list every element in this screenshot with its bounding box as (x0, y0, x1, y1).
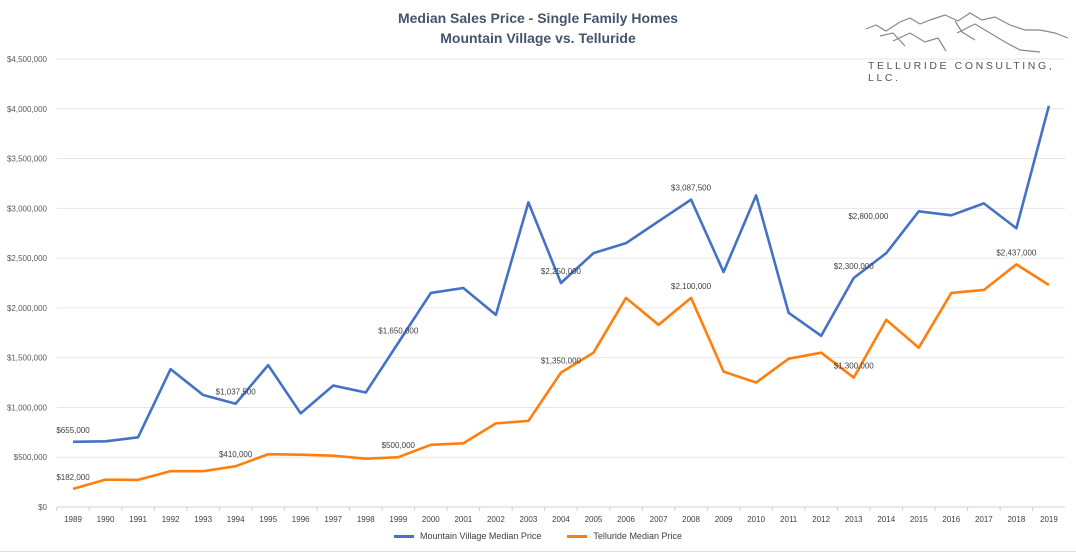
x-tick-label: 1990 (97, 515, 115, 524)
data-label: $1,350,000 (541, 357, 582, 366)
company-logo-text: TELLURIDE CONSULTING, LLC. (868, 60, 1055, 84)
x-tick-label: 2014 (877, 515, 895, 524)
legend-item-telluride[interactable]: Telluride Median Price (567, 531, 682, 541)
x-tick-label: 2000 (422, 515, 440, 524)
data-label: $1,037,500 (216, 388, 257, 397)
chart-title: Median Sales Price - Single Family Homes (397, 10, 679, 26)
data-label: $182,000 (56, 473, 90, 482)
x-tick-label: 2018 (1007, 515, 1025, 524)
y-tick-label: $2,500,000 (7, 254, 48, 263)
x-tick-label: 1998 (357, 515, 375, 524)
x-tick-label: 1996 (292, 515, 310, 524)
series-line-telluride (72, 263, 1050, 491)
x-tick-label: 2013 (845, 515, 863, 524)
x-tick-label: 1994 (227, 515, 245, 524)
y-tick-label: $500,000 (14, 453, 48, 462)
y-tick-label: $4,000,000 (7, 105, 48, 114)
x-tick-label: 2006 (617, 515, 635, 524)
data-label: $3,087,500 (671, 184, 712, 193)
x-tick-label: 1989 (64, 515, 82, 524)
x-tick-label: 1991 (129, 515, 147, 524)
x-tick-label: 1995 (259, 515, 277, 524)
x-tick-label: 2009 (715, 515, 733, 524)
data-label: $2,300,000 (834, 262, 875, 271)
y-tick-label: $3,000,000 (7, 204, 48, 213)
y-tick-label: $1,000,000 (7, 403, 48, 412)
data-label: $410,000 (219, 450, 253, 459)
divider (0, 551, 1076, 552)
y-tick-label: $0 (38, 503, 47, 512)
data-label: $2,800,000 (848, 212, 889, 221)
y-tick-label: $2,000,000 (7, 304, 48, 313)
x-tick-label: 1999 (389, 515, 407, 524)
x-tick-label: 2007 (650, 515, 668, 524)
x-tick-label: 2001 (454, 515, 472, 524)
data-label: $655,000 (56, 426, 90, 435)
x-tick-label: 2012 (812, 515, 830, 524)
x-tick-label: 2016 (942, 515, 960, 524)
legend-swatch (567, 534, 588, 538)
x-tick-label: 2005 (585, 515, 603, 524)
x-tick-label: 2004 (552, 515, 570, 524)
legend-label: Mountain Village Median Price (420, 531, 542, 541)
y-tick-label: $1,500,000 (7, 354, 48, 363)
legend-swatch (394, 534, 415, 538)
x-tick-label: 1992 (162, 515, 180, 524)
legend: Mountain Village Median Price Telluride … (0, 531, 1076, 541)
x-tick-label: 2015 (910, 515, 928, 524)
x-tick-label: 2019 (1040, 515, 1058, 524)
legend-label: Telluride Median Price (593, 531, 682, 541)
x-tick-label: 2011 (780, 515, 798, 524)
y-tick-label: $4,500,000 (7, 55, 48, 64)
x-tick-label: 2010 (747, 515, 765, 524)
x-tick-label: 2008 (682, 515, 700, 524)
data-label: $2,100,000 (671, 282, 712, 291)
data-label: $1,650,000 (378, 327, 419, 336)
chart-subtitle: Mountain Village vs. Telluride (440, 30, 636, 46)
x-tick-label: 1997 (324, 515, 342, 524)
x-tick-label: 1993 (194, 515, 212, 524)
x-tick-label: 2002 (487, 515, 505, 524)
company-logo-mountains (865, 12, 1069, 53)
x-tick-label: 2003 (520, 515, 538, 524)
x-tick-label: 2017 (975, 515, 993, 524)
series-line-mountain-village (72, 105, 1051, 444)
y-tick-label: $3,500,000 (7, 155, 48, 164)
data-label: $2,437,000 (996, 248, 1037, 257)
data-label: $1,300,000 (834, 362, 875, 371)
data-label: $500,000 (382, 441, 416, 450)
data-label: $2,250,000 (541, 267, 582, 276)
legend-item-mountain-village[interactable]: Mountain Village Median Price (394, 531, 541, 541)
